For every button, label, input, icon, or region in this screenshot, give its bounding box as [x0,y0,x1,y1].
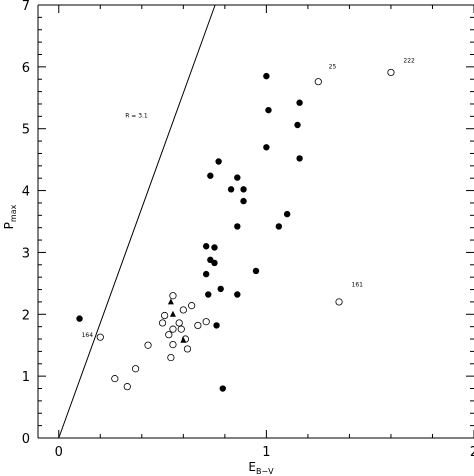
data-point-open [188,302,196,310]
data-point-filled [202,243,210,250]
data-point-filled [227,186,235,193]
x-axis-title: EB−V [248,460,274,476]
plot-area: 0 1 2 3 4 5 6 7 0 1 2 R = 3.1 164 25 222 161 [22,0,474,460]
point-annotation: 164 [82,332,94,339]
y-tick-label: 1 [22,370,30,385]
y-tick-label: 0 [22,432,30,447]
data-point-filled [213,322,220,329]
point-annotation: 222 [403,58,415,65]
data-point-open [123,383,131,391]
data-point-filled [211,244,218,251]
data-point-open [175,319,183,327]
y-axis-title-main: P [2,222,16,229]
svg-text:EB−V: EB−V [248,460,274,476]
point-annotation: 25 [329,64,337,71]
reference-line-label: R = 3.1 [125,113,148,120]
data-point-filled [234,291,241,298]
data-point-filled [202,270,210,278]
data-point-filled [217,285,224,293]
x-axis-title-main: E [248,460,256,474]
data-point-open [202,318,210,326]
data-point-open [144,341,152,349]
data-point-filled [205,291,212,298]
data-point-open [194,321,202,330]
y-tick-label: 7 [22,0,30,14]
data-point-filled [296,155,303,162]
y-tick-label: 5 [22,123,30,138]
y-tick-label: 2 [22,308,30,323]
data-point-open [314,78,322,86]
data-point-open [169,340,177,349]
data-point-open [131,365,140,373]
data-point-open [167,353,175,362]
x-tick-label: 1 [262,445,270,460]
data-point-open [335,298,343,306]
data-point-open [158,319,167,327]
data-point-filled [207,172,214,179]
data-point-filled [263,72,270,80]
x-tick-label: 0 [55,445,63,460]
data-point-filled [215,158,222,165]
point-annotation: 161 [352,281,364,288]
data-point-filled [275,223,283,230]
data-point-open [165,331,173,339]
data-point-filled [234,223,241,230]
y-tick-label: 3 [22,246,30,261]
data-point-filled [263,144,270,151]
x-tick-label: 2 [470,445,474,460]
data-point-filled [219,385,226,392]
data-point-open [96,333,104,341]
data-point-open [387,68,395,77]
data-point-triangle [180,336,187,343]
data-point-open [169,325,177,333]
data-point-filled [234,174,241,181]
x-axis-title-sub: B−V [256,467,274,476]
data-point-filled [76,315,83,322]
data-point-open [177,325,185,333]
data-point-filled [240,186,247,193]
data-point-open [161,311,169,320]
data-point-triangle [169,310,176,317]
data-point-open [111,375,119,383]
data-point-open [183,345,192,353]
y-tick-label: 4 [22,185,30,200]
data-point-filled [252,267,260,275]
data-point-open [169,292,177,300]
y-axis-title-sub: max [9,204,18,222]
reference-line-r31 [58,4,216,439]
data-point-filled [296,99,303,106]
y-tick-label: 6 [22,61,30,76]
y-axis-title: Pmax [2,204,18,229]
data-point-triangle [167,298,174,305]
data-point-filled [283,210,291,218]
data-point-filled [211,259,218,267]
data-point-filled [240,197,247,205]
data-point-filled [294,121,301,129]
data-point-open [179,306,187,314]
svg-text:Pmax: Pmax [2,204,18,229]
data-point-filled [265,106,272,114]
